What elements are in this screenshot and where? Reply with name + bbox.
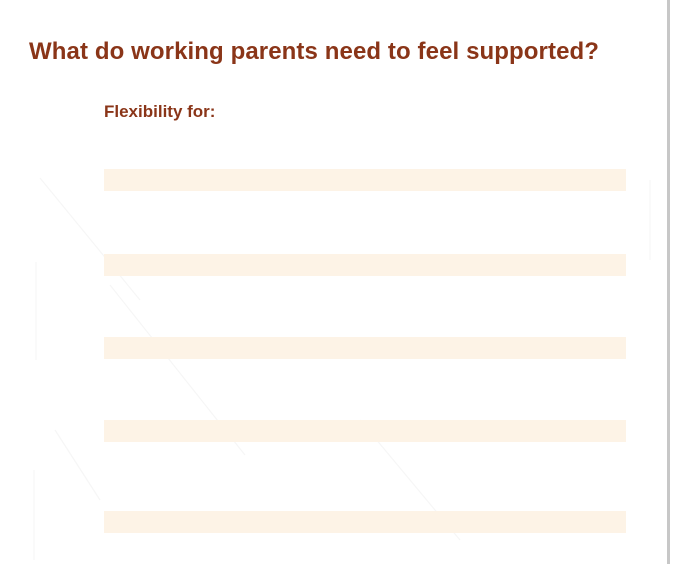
page-edge-border	[667, 0, 670, 564]
answer-field-4[interactable]	[104, 420, 626, 442]
answer-field-3[interactable]	[104, 337, 626, 359]
answer-field-5[interactable]	[104, 511, 626, 533]
answer-field-1[interactable]	[104, 169, 626, 191]
worksheet-title: What do working parents need to feel sup…	[29, 38, 600, 65]
flexibility-prompt: Flexibility for:	[104, 102, 216, 121]
answer-field-2[interactable]	[104, 254, 626, 276]
